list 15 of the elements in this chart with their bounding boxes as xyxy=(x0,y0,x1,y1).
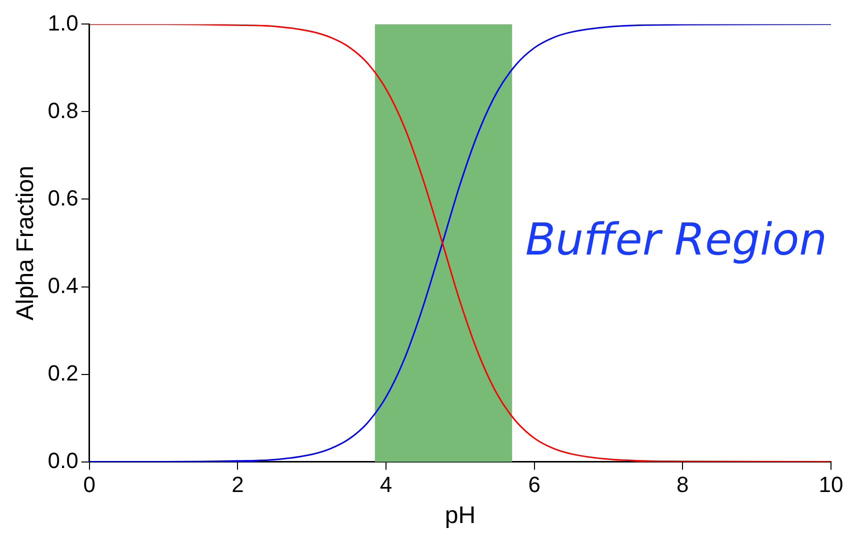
x-tick-label: 0 xyxy=(83,472,96,498)
x-tick-label: 2 xyxy=(232,472,244,498)
y-tick-label: 0.6 xyxy=(48,185,78,210)
x-axis-title: pH xyxy=(444,502,476,530)
y-tick-label: 0.0 xyxy=(48,448,78,473)
y-tick-label: 0.4 xyxy=(48,272,78,298)
y-tick-label: 1.0 xyxy=(48,10,78,36)
y-tick-label: 0.8 xyxy=(48,98,78,123)
y-axis-title: Alpha Fraction xyxy=(12,166,40,320)
x-tick-label: 6 xyxy=(528,472,540,498)
x-tick-label: 8 xyxy=(676,472,689,498)
y-tick-label: 0.2 xyxy=(48,360,78,386)
x-tick-label: 4 xyxy=(380,472,392,498)
x-tick-label: 10 xyxy=(818,472,844,498)
annotation: Buffer Region xyxy=(525,214,827,266)
